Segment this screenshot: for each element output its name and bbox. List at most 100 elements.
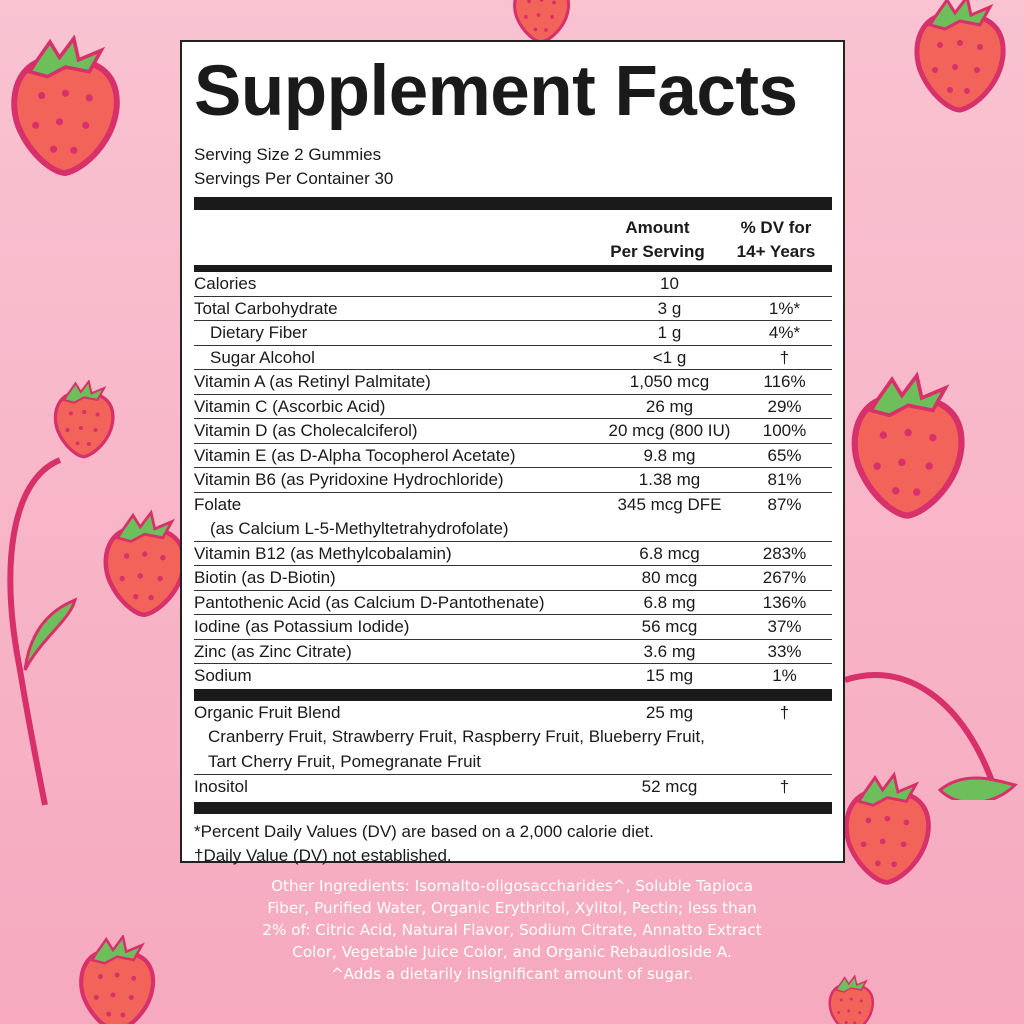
serving-size: Serving Size 2 Gummies <box>194 145 382 164</box>
nutrient-dv: 116% <box>763 372 806 391</box>
amount-header-line1: Amount <box>625 218 690 237</box>
nutrient-dv <box>737 272 832 296</box>
nutrient-dv: 4%* <box>768 323 801 342</box>
divider-bar <box>194 265 832 272</box>
nutrient-amount: 3.6 mg <box>643 641 696 661</box>
nutrient-dv: 87% <box>767 494 802 514</box>
nutrient-name: Vitamin B6 (as Pyridoxine Hydrochloride) <box>194 470 504 489</box>
nutrient-name: Vitamin C (Ascorbic Acid) <box>194 396 386 416</box>
nutrient-dv: 100% <box>762 421 807 440</box>
nutrient-amount: 20 mcg (800 IU) <box>608 421 731 440</box>
nutrient-dv: 136% <box>762 592 807 612</box>
footnote-dv: *Percent Daily Values (DV) are based on … <box>194 821 654 841</box>
nutrient-amount: 1,050 mcg <box>629 372 710 391</box>
nutrient-name: Dietary Fiber <box>210 323 308 342</box>
other-ingredients: Other Ingredients: Isomalto-oligosacchar… <box>186 875 838 985</box>
nutrient-dv: † <box>779 777 790 796</box>
dv-header-line1: % DV for <box>740 218 812 237</box>
nutrient-row: Vitamin B6 (as Pyridoxine Hydrochloride)… <box>194 468 832 493</box>
nutrient-name: Vitamin E (as D-Alpha Tocopherol Acetate… <box>194 445 516 465</box>
nutrient-amount: 56 mcg <box>641 617 698 636</box>
nutrient-amount: 6.8 mcg <box>639 543 700 563</box>
nutrient-name: Organic Fruit Blend <box>194 702 341 722</box>
nutrient-dv: 267% <box>762 568 807 587</box>
nutrient-dv: 37% <box>767 617 802 636</box>
blend-line: Tart Cherry Fruit, Pomegranate Fruit <box>208 751 482 771</box>
nutrient-row: Biotin (as D-Biotin) 80 mcg 267% <box>194 566 832 591</box>
nutrient-amount: 9.8 mg <box>643 445 696 465</box>
nutrient-row: Calories 10 <box>194 272 832 297</box>
nutrient-name: Sugar Alcohol <box>210 347 315 367</box>
inositol-row: Inositol 52 mcg † <box>194 775 832 800</box>
nutrient-row: Vitamin E (as D-Alpha Tocopherol Acetate… <box>194 444 832 468</box>
nutrient-dv: 65% <box>767 445 802 465</box>
nutrient-name: Pantothenic Acid (as Calcium D-Pantothen… <box>194 592 545 612</box>
nutrient-name: Vitamin D (as Cholecalciferol) <box>194 421 418 440</box>
amount-header-line2: Per Serving <box>610 242 705 261</box>
nutrient-name: Inositol <box>194 777 248 796</box>
nutrient-row: Total Carbohydrate 3 g 1%* <box>194 297 832 321</box>
dv-header-line2: 14+ Years <box>736 242 816 261</box>
nutrient-name: Iodine (as Potassium Iodide) <box>194 617 410 636</box>
nutrient-dv: 283% <box>762 543 807 563</box>
strawberry-stem <box>7 457 78 806</box>
divider-bar <box>194 801 832 814</box>
footnote-dagger: †Daily Value (DV) not established. <box>194 845 452 865</box>
strawberry-illustration <box>0 35 125 180</box>
strawberry-stem <box>845 672 1018 800</box>
nutrient-dv: 29% <box>767 396 802 416</box>
nutrient-amount: 10 <box>660 274 679 293</box>
nutrient-dv: † <box>779 702 790 722</box>
nutrient-row: Vitamin B12 (as Methylcobalamin) 6.8 mcg 2… <box>194 542 832 566</box>
amount-header: Amount Per Serving <box>595 216 720 265</box>
strawberry-illustration <box>895 0 1020 115</box>
nutrient-name: Biotin (as D-Biotin) <box>194 568 336 587</box>
strawberry-illustration <box>40 935 190 1024</box>
nutrient-name: Calories <box>194 274 257 293</box>
nutrient-row: Vitamin C (Ascorbic Acid) 26 mg 29% <box>194 395 832 419</box>
nutrient-amount: 6.8 mg <box>643 592 696 612</box>
blend-row: Organic Fruit Blend 25 mg † <box>194 701 832 726</box>
strawberry-illustration <box>513 0 571 44</box>
blend-line: Cranberry Fruit, Strawberry Fruit, Raspb… <box>208 727 705 746</box>
strawberry-illustration <box>840 360 970 535</box>
nutrient-name-block: Folate (as Calcium L-5-Methyltetrahydrofo… <box>194 493 582 541</box>
nutrient-source: (as Calcium L-5-Methyltetrahydrofolate) <box>210 518 509 538</box>
nutrient-amount: 345 mcg DFE <box>617 494 722 514</box>
nutrient-name: Zinc (as Zinc Citrate) <box>194 641 352 661</box>
other-ingredients-line: Other Ingredients: Isomalto-oligosacchar… <box>271 877 753 895</box>
nutrient-amount: 1.38 mg <box>638 470 701 489</box>
nutrient-amount: 25 mg <box>645 702 694 722</box>
nutrient-amount: 1 g <box>657 323 682 342</box>
nutrient-name: Total Carbohydrate <box>194 298 338 318</box>
other-ingredients-line: Fiber, Purified Water, Organic Erythrito… <box>267 899 757 917</box>
nutrient-row: Pantothenic Acid (as Calcium D-Pantothen… <box>194 591 832 615</box>
nutrient-dv: 33% <box>767 641 802 661</box>
nutrient-row: Vitamin D (as Cholecalciferol) 20 mcg (80… <box>194 419 832 444</box>
nutrient-dv: † <box>779 347 790 367</box>
nutrient-name: Folate <box>194 494 242 514</box>
blend-ingredients: Cranberry Fruit, Strawberry Fruit, Raspb… <box>194 725 832 775</box>
nutrient-amount: 15 mg <box>645 666 694 685</box>
other-ingredients-line: Color, Vegetable Juice Color, and Organi… <box>292 943 732 961</box>
nutrient-amount: 26 mg <box>645 396 694 416</box>
divider-bar <box>194 688 832 701</box>
nutrient-name: Sodium <box>194 666 252 685</box>
nutrient-name: Vitamin A (as Retinyl Palmitate) <box>194 372 431 391</box>
servings-per-container: Servings Per Container 30 <box>194 169 394 188</box>
nutrient-name: Vitamin B12 (as Methylcobalamin) <box>194 543 452 563</box>
nutrient-dv: 1% <box>772 666 797 685</box>
nutrient-row: Zinc (as Zinc Citrate) 3.6 mg 33% <box>194 640 832 664</box>
nutrient-row: Dietary Fiber 1 g 4%* <box>194 321 832 346</box>
divider-bar <box>194 197 832 210</box>
nutrient-row: Vitamin A (as Retinyl Palmitate) 1,050 mc… <box>194 370 832 395</box>
nutrient-amount: <1 g <box>652 347 687 367</box>
label-title: Supplement Facts <box>194 52 798 131</box>
column-header: Amount Per Serving % DV for 14+ Years <box>194 210 832 265</box>
nutrient-amount: 80 mcg <box>641 568 698 587</box>
nutrient-row: Iodine (as Potassium Iodide) 56 mcg 37% <box>194 615 832 640</box>
nutrient-row: Sodium 15 mg 1% <box>194 664 832 689</box>
other-ingredients-line: 2% of: Citric Acid, Natural Flavor, Sodi… <box>262 921 762 939</box>
nutrient-row: Sugar Alcohol <1 g † <box>194 346 832 370</box>
nutrient-amount: 52 mcg <box>641 777 698 796</box>
